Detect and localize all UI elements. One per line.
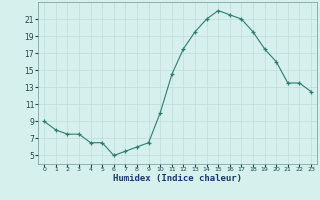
X-axis label: Humidex (Indice chaleur): Humidex (Indice chaleur): [113, 174, 242, 183]
